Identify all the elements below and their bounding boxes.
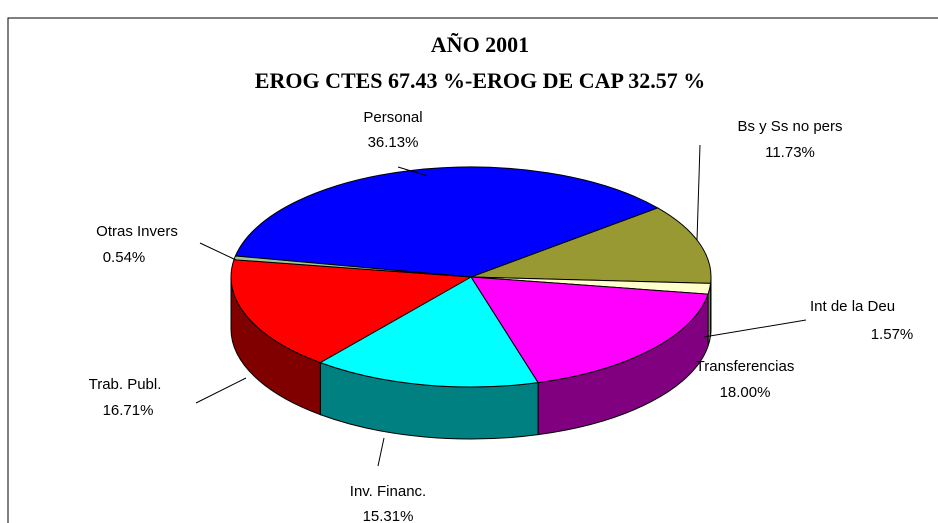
pie-slice	[233, 255, 472, 278]
slice-value-label: 0.54%	[103, 249, 146, 266]
pie-slice	[230, 259, 473, 364]
labels: Personal 36.13% Bs y Ss no pers 11.73% Int d…	[89, 109, 914, 523]
leader-line	[195, 377, 247, 404]
slice-value-label: 18.00%	[720, 384, 771, 401]
slice-value-label: 36.13%	[368, 134, 419, 151]
slice-label: Transferencias	[696, 358, 795, 375]
leader-line	[397, 166, 429, 177]
chart-subtitle: EROG CTES 67.43 %-EROG DE CAP 32.57 %	[255, 68, 705, 93]
slice-label: Otras Invers	[96, 223, 178, 240]
pie-slice	[470, 207, 712, 284]
slice-label: Inv. Financ.	[350, 483, 426, 500]
slice-label: Personal	[363, 109, 422, 126]
chart-title: AÑO 2001	[431, 32, 529, 57]
slice-label: Int de la Deu	[810, 298, 895, 315]
pie	[230, 166, 712, 440]
leader-line	[703, 319, 807, 338]
pie-slice	[319, 276, 539, 388]
slice-value-label: 1.57%	[871, 326, 914, 343]
pie-slice	[234, 166, 659, 278]
slice-value-label: 11.73%	[765, 144, 815, 161]
leader-line	[377, 437, 385, 467]
slice-label: Trab. Publ.	[89, 376, 162, 393]
slice-value-label: 16.71%	[103, 402, 154, 419]
slice-label: Bs y Ss no pers	[737, 118, 842, 135]
leader-line	[199, 242, 237, 261]
pie-slice	[470, 276, 709, 384]
leader-line	[696, 144, 701, 241]
slice-value-label: 15.31%	[363, 508, 414, 523]
